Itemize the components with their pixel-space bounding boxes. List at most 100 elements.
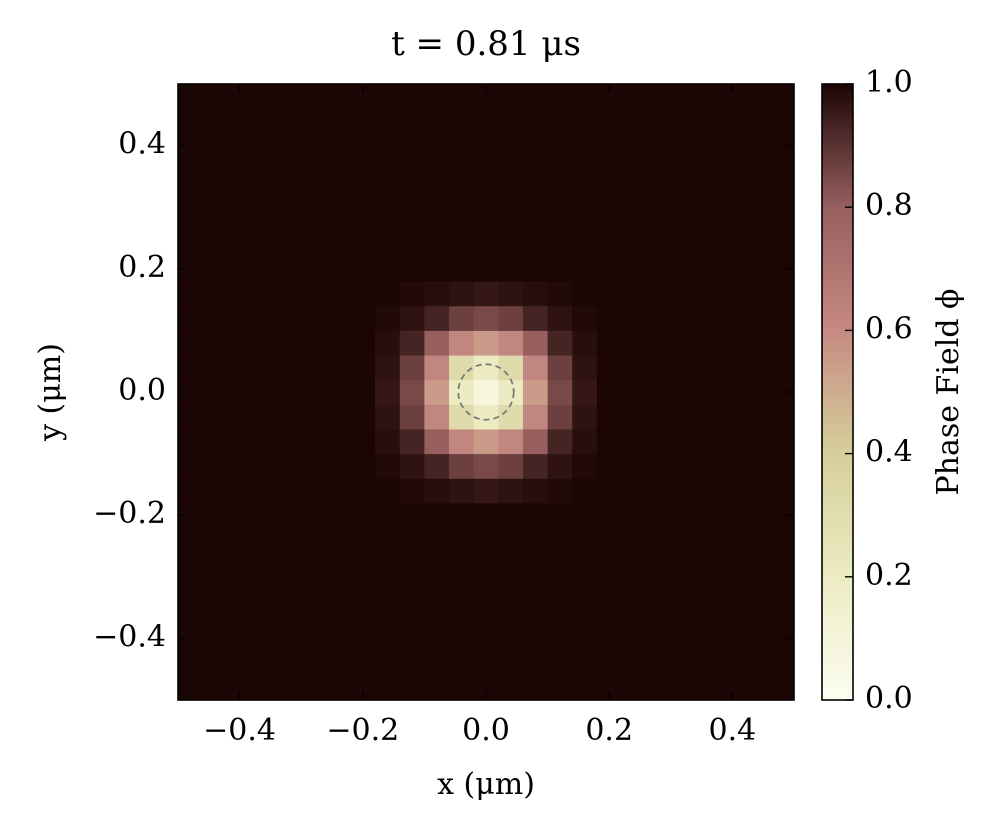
heatmap-cell <box>375 379 401 405</box>
heatmap-cell <box>596 428 795 455</box>
heatmap-cell <box>522 379 549 405</box>
heatmap-cell <box>596 355 795 381</box>
heatmap-cell <box>547 355 573 381</box>
heatmap-cell <box>473 281 499 307</box>
heatmap-cell <box>449 305 475 331</box>
heatmap-cell <box>424 428 450 455</box>
marker-circle <box>457 363 515 421</box>
heatmap-cell <box>596 502 795 701</box>
heatmap-cell <box>375 84 401 282</box>
heatmap-cell <box>547 428 573 455</box>
x-tick-label: 0.2 <box>585 713 633 748</box>
heatmap-cell <box>178 502 376 701</box>
heatmap-cell <box>424 379 450 405</box>
heatmap-cell <box>449 478 475 504</box>
heatmap-cell <box>522 281 549 307</box>
heatmap-cell <box>399 502 425 701</box>
colorbar-tick-label: 0.2 <box>865 558 913 593</box>
heatmap-cell <box>375 502 401 701</box>
heatmap-cell <box>547 305 573 331</box>
heatmap-cell <box>498 478 524 504</box>
heatmap-cell <box>424 453 450 479</box>
colorbar-tick-label: 0.0 <box>865 681 913 716</box>
heatmap-cell <box>498 330 524 356</box>
heatmap-cell <box>596 84 795 282</box>
heatmap-cell <box>596 404 795 430</box>
x-axis-label: x (μm) <box>437 767 535 802</box>
y-tick-label: 0.4 <box>118 127 166 162</box>
heatmap-cell <box>498 379 524 405</box>
heatmap-cell <box>424 478 450 504</box>
heatmap-cell <box>178 478 376 504</box>
heatmap-cell <box>547 379 573 405</box>
heatmap-cell <box>522 355 549 381</box>
heatmap-cell <box>473 379 499 405</box>
heatmap-cell <box>424 84 450 282</box>
heatmap-cell <box>399 404 425 430</box>
colorbar <box>821 83 854 701</box>
heatmap-cell <box>399 84 425 282</box>
heatmap-cell <box>572 404 598 430</box>
y-tick-label: 0.0 <box>118 373 166 408</box>
heatmap-cell <box>375 478 401 504</box>
heatmap-cell <box>522 404 549 430</box>
heatmap-cell <box>498 502 524 701</box>
heatmap-cell <box>547 330 573 356</box>
heatmap-cell <box>522 428 549 455</box>
heatmap-cell <box>522 330 549 356</box>
heatmap-cell <box>449 379 475 405</box>
heatmap-cell <box>498 84 524 282</box>
heatmap-cell <box>449 428 475 455</box>
heatmap-cell <box>424 502 450 701</box>
heatmap-cell <box>449 355 475 381</box>
heatmap-cell <box>572 84 598 282</box>
colorbar-tick-label: 0.4 <box>865 435 913 470</box>
heatmap-cell <box>424 404 450 430</box>
heatmap-cell <box>399 281 425 307</box>
x-tick-label: 0.0 <box>462 713 510 748</box>
heatmap-cell <box>375 330 401 356</box>
heatmap-cell <box>178 453 376 479</box>
heatmap-cell <box>178 84 376 282</box>
heatmap-cell <box>424 281 450 307</box>
x-tick-label: −0.2 <box>326 713 399 748</box>
y-axis-label: y (μm) <box>33 343 68 442</box>
heatmap-cell <box>178 428 376 455</box>
colorbar-tick-label: 0.6 <box>865 311 913 346</box>
chart-title: t = 0.81 μs <box>391 24 581 64</box>
heatmap-cell <box>178 281 376 307</box>
heatmap-cell <box>572 330 598 356</box>
heatmap-cell <box>449 281 475 307</box>
heatmap-cell <box>399 478 425 504</box>
heatmap-cell <box>449 453 475 479</box>
heatmap-cell <box>498 305 524 331</box>
heatmap-cell <box>178 379 376 405</box>
colorbar-label: Phase Field ϕ <box>931 288 966 495</box>
heatmap-cell <box>522 453 549 479</box>
heatmap-cell <box>375 355 401 381</box>
heatmap-cell <box>473 355 499 381</box>
heatmap-cell <box>498 404 524 430</box>
heatmap-cell <box>178 305 376 331</box>
heatmap-cell <box>596 330 795 356</box>
y-tick-label: 0.2 <box>118 250 166 285</box>
heatmap-cell <box>473 330 499 356</box>
heatmap-cell <box>375 281 401 307</box>
heatmap-cell <box>399 379 425 405</box>
heatmap-cell <box>547 502 573 701</box>
heatmap-cell <box>178 355 376 381</box>
colorbar-tick-label: 0.8 <box>865 188 913 223</box>
heatmap-cell <box>572 281 598 307</box>
heatmap-cell <box>498 428 524 455</box>
heatmap-cell <box>449 404 475 430</box>
heatmap-cell <box>473 478 499 504</box>
colorbar-tick-label: 1.0 <box>865 65 913 100</box>
heatmap-cell <box>399 330 425 356</box>
heatmap-cell <box>498 281 524 307</box>
heatmap-cell <box>572 355 598 381</box>
heatmap-cell <box>547 453 573 479</box>
heatmap-cell <box>547 404 573 430</box>
heatmap-cell <box>498 355 524 381</box>
